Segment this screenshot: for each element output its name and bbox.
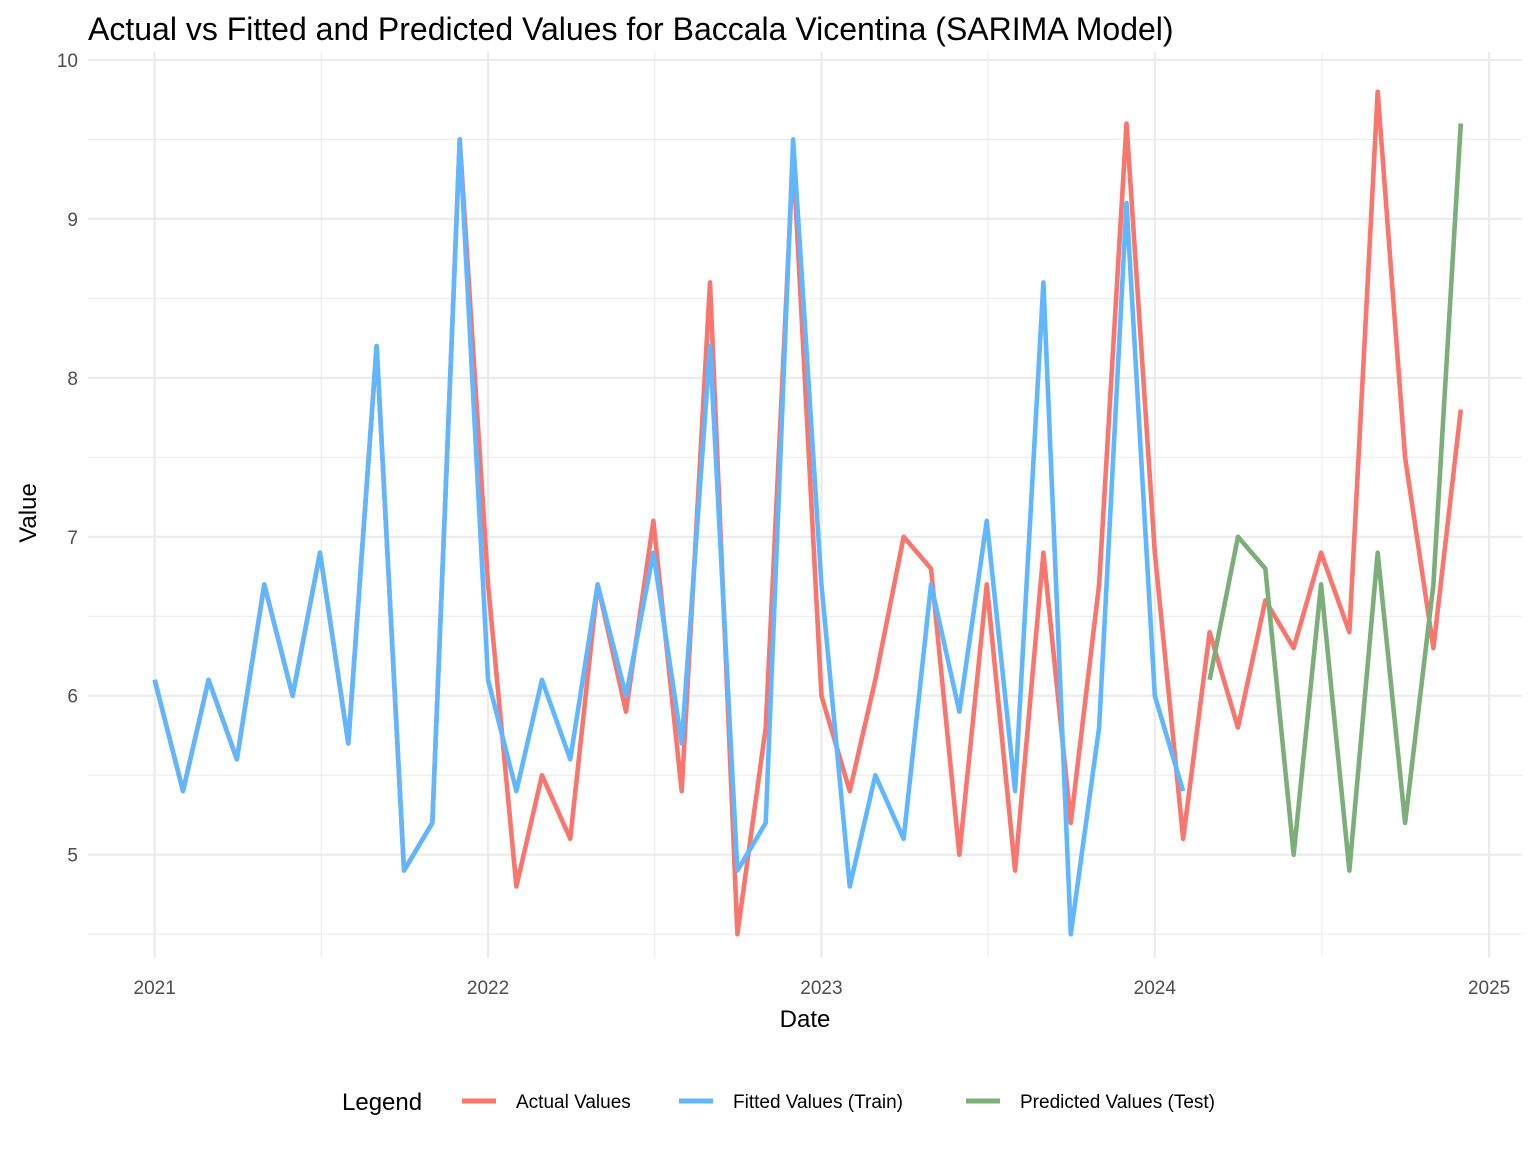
x-tick-label: 2022	[467, 978, 509, 999]
y-tick-label: 5	[67, 846, 78, 867]
legend-label: Fitted Values (Train)	[733, 1092, 903, 1113]
x-tick-label: 2024	[1134, 978, 1177, 999]
y-tick-label: 7	[67, 528, 78, 549]
plot-grid	[88, 52, 1522, 958]
legend-label: Actual Values	[516, 1092, 631, 1113]
y-tick-label: 8	[67, 369, 78, 390]
x-tick-label: 2021	[134, 978, 176, 999]
x-axis-ticks: 2021 2022 2023 2024 2025	[134, 978, 1511, 999]
x-tick-label: 2025	[1468, 978, 1510, 999]
y-tick-label: 10	[57, 51, 78, 72]
series-layer	[152, 89, 1464, 937]
legend-title: Legend	[342, 1089, 422, 1116]
x-axis-title: Date	[780, 1006, 831, 1033]
x-tick-label: 2023	[800, 978, 842, 999]
series-line-3	[1207, 123, 1464, 873]
chart-title: Actual vs Fitted and Predicted Values fo…	[88, 11, 1174, 47]
legend-label: Predicted Values (Test)	[1020, 1092, 1215, 1113]
y-axis-title: Value	[15, 483, 42, 543]
series-line-2	[152, 137, 1186, 937]
legend: Legend Actual Values Fitted Values (Train…	[342, 1089, 1215, 1116]
y-tick-label: 9	[67, 210, 78, 231]
y-tick-label: 6	[67, 687, 78, 708]
y-axis-ticks: 5 6 7 8 9 10	[57, 51, 78, 867]
